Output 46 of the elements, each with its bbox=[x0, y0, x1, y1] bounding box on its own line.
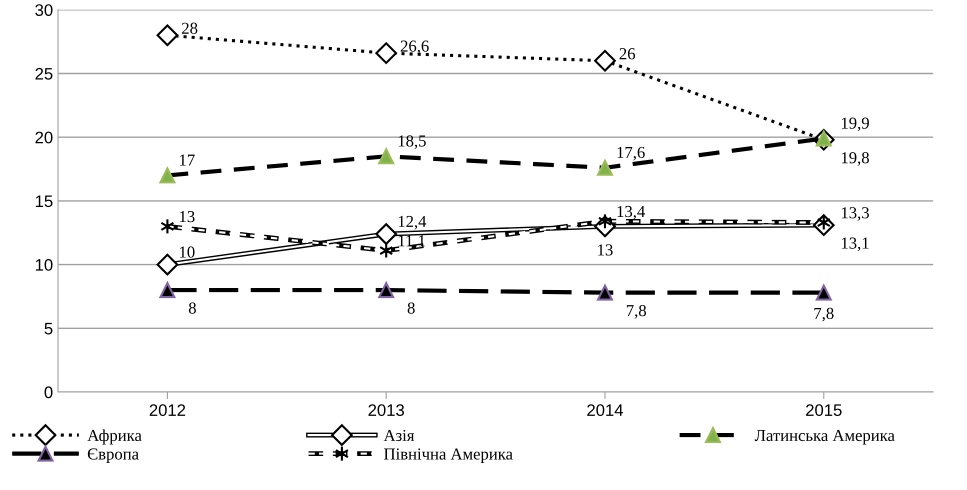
data-label: 8 bbox=[188, 302, 196, 314]
point bbox=[594, 50, 616, 72]
data-label: 19,8 bbox=[842, 152, 869, 166]
point bbox=[375, 42, 398, 64]
data-label: 7,8 bbox=[626, 304, 646, 319]
data-label: 17,6 bbox=[618, 146, 645, 160]
legend-label: Європа bbox=[88, 448, 139, 464]
data-label: 8 bbox=[408, 302, 415, 314]
x-tick-label: 2015 bbox=[806, 404, 842, 416]
point bbox=[375, 223, 398, 245]
data-label: 26 bbox=[620, 48, 636, 60]
legend-label: Африка bbox=[87, 429, 142, 444]
data-label: 13 bbox=[180, 211, 195, 222]
x-tick-label: 2014 bbox=[587, 404, 624, 416]
point bbox=[379, 242, 394, 259]
data-label: 19,9 bbox=[842, 118, 869, 132]
y-tick-label: 15 bbox=[36, 195, 52, 208]
y-tick-label: 25 bbox=[35, 68, 52, 80]
point bbox=[378, 282, 394, 298]
data-label: 13,3 bbox=[842, 207, 869, 221]
point bbox=[159, 282, 176, 298]
legend-label: Латинська Америка bbox=[754, 430, 895, 444]
x-tick-label: 2012 bbox=[150, 404, 186, 416]
data-label: 13 bbox=[598, 244, 613, 256]
y-tick-label: 0 bbox=[44, 386, 53, 398]
y-tick-label: 10 bbox=[36, 259, 53, 271]
data-label: 26,6 bbox=[400, 40, 429, 54]
data-label: 17 bbox=[180, 154, 195, 166]
data-label: 13,1 bbox=[842, 238, 869, 252]
legend-label: Азія bbox=[384, 430, 414, 442]
point bbox=[596, 284, 613, 301]
data-label: 7,8 bbox=[814, 308, 834, 322]
data-label: 12,4 bbox=[398, 216, 426, 230]
data-label: 28 bbox=[182, 22, 198, 34]
point bbox=[156, 24, 178, 46]
y-tick-label: 20 bbox=[35, 132, 53, 144]
point bbox=[156, 254, 178, 276]
point bbox=[816, 284, 832, 301]
y-tick-label: 30 bbox=[35, 4, 53, 16]
data-label: 10 bbox=[180, 246, 195, 258]
data-label: 18,5 bbox=[398, 135, 426, 149]
x-tick-label: 2013 bbox=[368, 404, 404, 416]
point bbox=[160, 218, 174, 234]
legend-label: Північна Америка bbox=[384, 448, 513, 464]
y-tick-label: 5 bbox=[44, 322, 52, 335]
data-label: 13,4 bbox=[618, 206, 645, 220]
